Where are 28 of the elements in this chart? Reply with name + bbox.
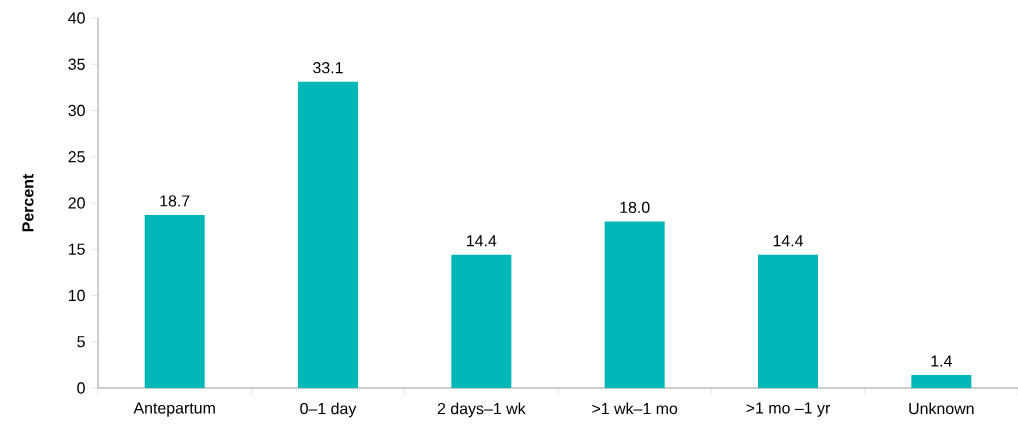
y-axis-title: Percent [22,173,34,232]
y-tick-label: 25 [68,151,85,163]
y-tick-label: 5 [77,336,85,348]
bar [758,254,819,388]
y-tick-label: 0 [77,382,85,394]
data-label: 18.7 [160,195,190,207]
x-tick-label: 0–1 day [300,402,357,418]
bar [604,221,665,388]
data-label: 14.4 [773,235,804,247]
bar [144,215,205,388]
y-tick-label: 35 [68,58,85,70]
data-label: 18.0 [620,201,650,213]
x-tick-label: Unknown [909,402,974,415]
data-label: 33.1 [313,62,343,74]
y-tick-label: 10 [68,289,85,302]
x-tick-label: 2 days–1 wk [437,402,526,418]
x-tick-label: >1 wk–1 mo [592,402,678,415]
bar [451,254,512,388]
y-tick-label: 15 [68,243,85,255]
bar [911,375,972,388]
data-label: 1.4 [931,355,952,367]
bar [298,81,358,388]
y-tick-label: 20 [68,197,85,209]
y-tick-label: 30 [68,104,85,117]
data-label: 14.4 [467,235,497,247]
y-tick-label: 40 [68,12,85,24]
x-tick-label: >1 mo –1 yr [746,402,831,417]
x-tick-label: Antepartum [133,402,215,417]
